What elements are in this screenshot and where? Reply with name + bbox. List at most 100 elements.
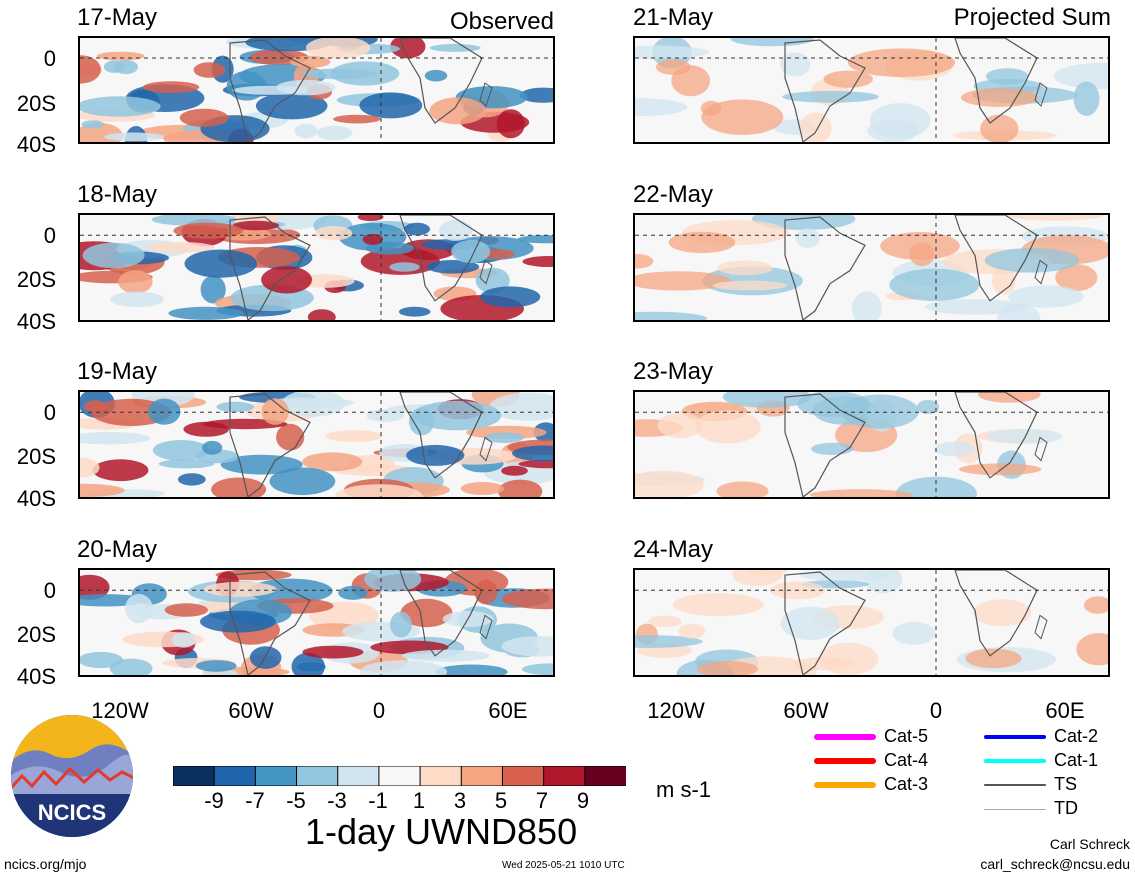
field-blob <box>716 481 769 497</box>
field-proj-1 <box>635 38 1108 142</box>
date-label-proj-4: 24-May <box>633 536 714 563</box>
field-blob <box>333 114 381 124</box>
south-america-outline <box>784 216 866 320</box>
cb-tick: 1 <box>412 788 426 813</box>
field-blob <box>424 69 448 82</box>
field-blob <box>110 291 164 308</box>
field-blob <box>255 92 328 120</box>
field-blob <box>1008 285 1084 308</box>
madagascar-outline <box>1034 436 1048 462</box>
field-blob <box>80 574 110 600</box>
field-obs-3 <box>80 392 553 497</box>
field-blob <box>498 479 543 497</box>
field-blob <box>294 123 318 139</box>
footer-timestamp: Wed 2025-05-21 1010 UTC <box>502 860 625 871</box>
field-blob <box>522 256 553 267</box>
field-blob <box>925 299 1027 315</box>
field-blob <box>655 59 691 75</box>
field-blob <box>261 398 289 425</box>
map-panel-proj-2 <box>633 213 1110 322</box>
field-blob <box>809 489 913 497</box>
field-blob <box>80 457 100 478</box>
lon-label-60w: 60W <box>228 698 274 723</box>
legend-swatch <box>814 782 876 789</box>
colorbar-swatch <box>419 765 463 787</box>
field-blob <box>986 428 1063 444</box>
cb-tick: 9 <box>576 788 590 813</box>
field-blob <box>398 306 431 317</box>
field-blob <box>429 97 486 125</box>
lat-label-0: 0 <box>43 46 56 71</box>
africa-outline <box>954 215 1038 302</box>
field-blob <box>635 311 708 320</box>
colorbar-swatch <box>460 765 504 787</box>
madagascar-outline <box>479 436 493 462</box>
cb-tick: 5 <box>494 788 508 813</box>
field-blob <box>96 51 145 61</box>
colorbar-swatch <box>213 765 257 787</box>
lat-label-20s: 20S <box>16 267 56 292</box>
lon-label-120w: 120W <box>647 698 705 723</box>
colorbar-swatch <box>254 765 298 787</box>
legend-item-ts: TS <box>984 773 1077 795</box>
field-blob <box>177 473 206 486</box>
field-blob <box>364 570 422 592</box>
field-blob <box>700 100 722 116</box>
field-blob <box>276 423 305 451</box>
field-proj-3 <box>635 392 1108 497</box>
cb-tick: -1 <box>368 788 388 813</box>
field-blob <box>501 588 553 610</box>
lon-label-60w: 60W <box>783 698 829 723</box>
field-blob <box>635 254 654 269</box>
south-america-outline <box>229 571 311 675</box>
field-blob <box>512 445 553 462</box>
field-blob <box>80 96 161 117</box>
field-blob <box>484 432 525 443</box>
footer-author: Carl Schreck <box>1049 836 1130 852</box>
legend-label: Cat-1 <box>1054 750 1099 770</box>
field-blob <box>984 248 1080 273</box>
field-blob <box>712 280 788 291</box>
field-blob <box>648 615 682 628</box>
lon-label-60e: 60E <box>488 698 528 723</box>
legend-label: TD <box>1054 798 1078 818</box>
field-blob <box>635 635 703 648</box>
field-blob <box>501 636 553 657</box>
field-obs-4 <box>80 570 553 675</box>
legend-label: Cat-3 <box>884 774 929 794</box>
africa-outline <box>954 570 1038 657</box>
field-blob <box>406 444 465 466</box>
field-blob <box>164 603 208 617</box>
field-blob <box>338 585 368 600</box>
field-blob <box>401 649 490 662</box>
field-blob <box>793 657 854 671</box>
field-blob <box>635 98 688 117</box>
field-blob <box>851 291 882 320</box>
field-blob <box>334 484 424 497</box>
field-blob <box>366 409 405 422</box>
field-blob <box>799 112 832 142</box>
field-blob <box>291 652 325 675</box>
field-blob <box>980 114 1019 142</box>
colorbar-units: m s-1 <box>656 777 711 802</box>
field-blob <box>978 392 1041 403</box>
south-america-outline <box>229 216 311 320</box>
legend-item-cat5: Cat-5 <box>814 725 928 747</box>
field-proj-2 <box>635 215 1108 320</box>
south-america-outline <box>784 393 866 497</box>
field-blob <box>909 242 935 267</box>
field-blob <box>307 309 336 320</box>
footer-url: ncics.org/mjo <box>4 856 87 872</box>
date-label-proj-2: 22-May <box>633 181 714 208</box>
date-label-obs-4: 20-May <box>77 536 158 563</box>
field-blob <box>892 621 936 645</box>
field-blob <box>359 92 423 119</box>
field-blob <box>1076 633 1108 666</box>
field-blob <box>782 90 879 103</box>
observed-label: Observed <box>449 8 554 35</box>
madagascar-outline <box>479 259 493 285</box>
field-blob <box>668 231 736 254</box>
lat-label-40s: 40S <box>16 132 56 157</box>
field-blob <box>184 249 258 278</box>
field-blob <box>389 262 420 272</box>
